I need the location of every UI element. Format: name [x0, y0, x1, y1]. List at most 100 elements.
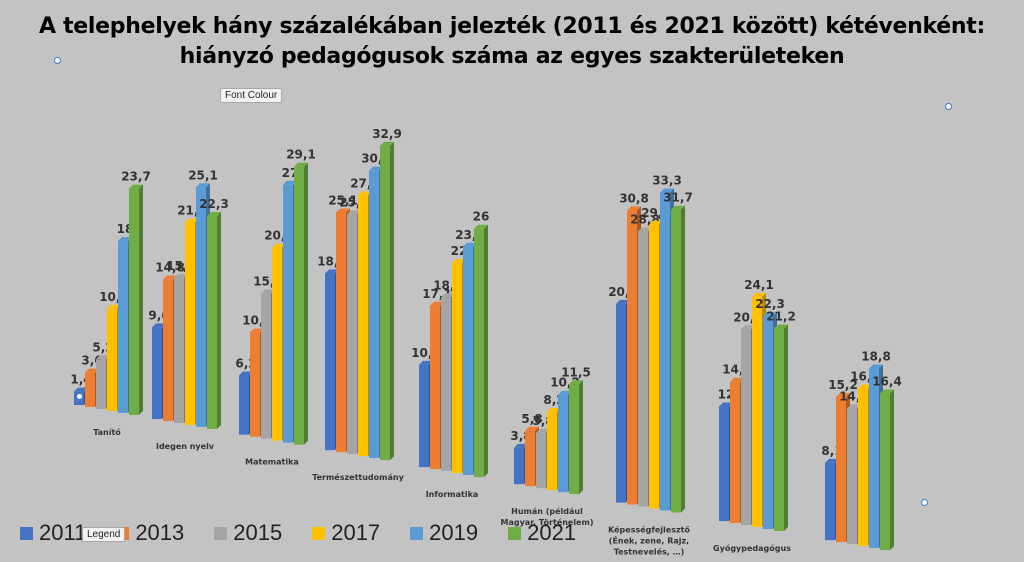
bar	[239, 375, 249, 435]
bar-top	[283, 180, 297, 185]
bar-top	[358, 191, 372, 196]
bar	[380, 145, 390, 461]
legend-item[interactable]: 2011	[20, 520, 86, 546]
legend-item[interactable]: 2017	[312, 520, 380, 546]
selection-handle-top-left[interactable]	[54, 57, 61, 64]
bar-top	[261, 289, 275, 294]
bar	[430, 305, 440, 470]
bar	[272, 247, 282, 441]
bar-top	[514, 443, 528, 448]
bar-side	[217, 211, 221, 429]
bar	[627, 210, 637, 505]
bar	[347, 214, 357, 455]
chart-title-line-2: hiányzó pedagógusok száma az egyes szakt…	[179, 44, 845, 69]
bar-top	[74, 387, 88, 392]
bar	[463, 246, 473, 476]
legend-label: 2013	[135, 520, 185, 545]
bar-top	[85, 368, 99, 373]
data-label: 26	[473, 210, 490, 224]
bar-top	[671, 205, 685, 210]
bar	[250, 332, 260, 437]
bar	[719, 406, 729, 522]
bar-top	[129, 184, 143, 189]
data-label: 5,8	[521, 412, 542, 426]
bar	[836, 397, 846, 543]
bar-top	[752, 292, 766, 297]
bar	[452, 262, 462, 474]
bar-side	[681, 205, 685, 513]
bar	[558, 394, 568, 493]
bar-top	[569, 380, 583, 385]
bar-top	[847, 404, 861, 409]
category-label: Testnevelés, …)	[614, 547, 685, 557]
legend-label: 2011	[39, 520, 87, 545]
bar-top	[239, 371, 253, 376]
bar	[616, 303, 626, 503]
legend-item[interactable]: 2013	[116, 520, 184, 546]
bar-top	[763, 312, 777, 317]
bar-top	[547, 407, 561, 412]
legend-item[interactable]: 2021	[508, 520, 576, 546]
bar-top	[869, 364, 883, 369]
data-label: 29,1	[286, 148, 316, 162]
bar-top	[380, 141, 394, 146]
bar	[671, 209, 681, 513]
bar	[536, 432, 546, 489]
category-group: 18,525,125,127,330,132,9	[317, 127, 402, 461]
bar	[283, 184, 293, 443]
category-label: Informatika	[426, 490, 479, 499]
bar-top	[430, 301, 444, 306]
data-label: 30,8	[619, 191, 649, 205]
legend-swatch	[410, 526, 424, 540]
bar-top	[336, 208, 350, 213]
selection-handle-top-right[interactable]	[945, 103, 952, 110]
legend-label: 2017	[331, 520, 381, 545]
selection-handle-bar[interactable]	[76, 393, 83, 400]
bar	[369, 170, 379, 459]
data-label: 31,7	[663, 191, 693, 205]
bar	[569, 384, 579, 495]
legend-item[interactable]: 2015	[214, 520, 282, 546]
category-group: 3,85,85,88,210,211,5	[510, 365, 591, 495]
bar-top	[272, 243, 286, 248]
bar	[774, 328, 784, 531]
bar-top	[441, 293, 455, 298]
data-label: 21,2	[766, 310, 796, 324]
chart-title: A telephelyek hány százalékában jelezték…	[0, 12, 1024, 72]
bar	[730, 381, 740, 524]
legend-tooltip: Legend	[82, 527, 126, 542]
data-label: 16,4	[872, 374, 902, 388]
bar	[261, 293, 271, 439]
bar-side	[139, 184, 143, 415]
selection-handle-bottom-right[interactable]	[921, 499, 928, 506]
bar-top	[294, 162, 308, 167]
bar	[441, 297, 451, 472]
bar-top	[627, 206, 641, 211]
bar	[525, 430, 535, 487]
category-label: Magyar, Történelem)	[501, 517, 594, 527]
bar-top	[616, 299, 630, 304]
bar	[752, 296, 762, 528]
bar-top	[649, 220, 663, 225]
category-group: 9,614,815,221,225,122,3	[148, 168, 229, 429]
bar	[474, 228, 484, 477]
bar	[358, 195, 368, 457]
bar-side	[304, 162, 308, 445]
bar	[336, 212, 346, 453]
chart-legend[interactable]: 2011 2013 2015 2017 2019 2021	[20, 517, 606, 549]
font-colour-tooltip: Font Colour	[220, 88, 283, 103]
bar-side	[484, 224, 488, 477]
bar-top	[107, 304, 121, 309]
bar-top	[196, 183, 210, 188]
bar-top	[207, 211, 221, 216]
legend-label: 2015	[233, 520, 283, 545]
bar-top	[163, 275, 177, 280]
bar-top	[774, 324, 788, 329]
legend-swatch	[508, 526, 522, 540]
category-label: Képességfejlesztő	[608, 525, 690, 535]
bar	[514, 447, 524, 485]
legend-item[interactable]: 2019	[410, 520, 478, 546]
bar-top	[347, 210, 361, 215]
bar-side	[390, 141, 394, 461]
